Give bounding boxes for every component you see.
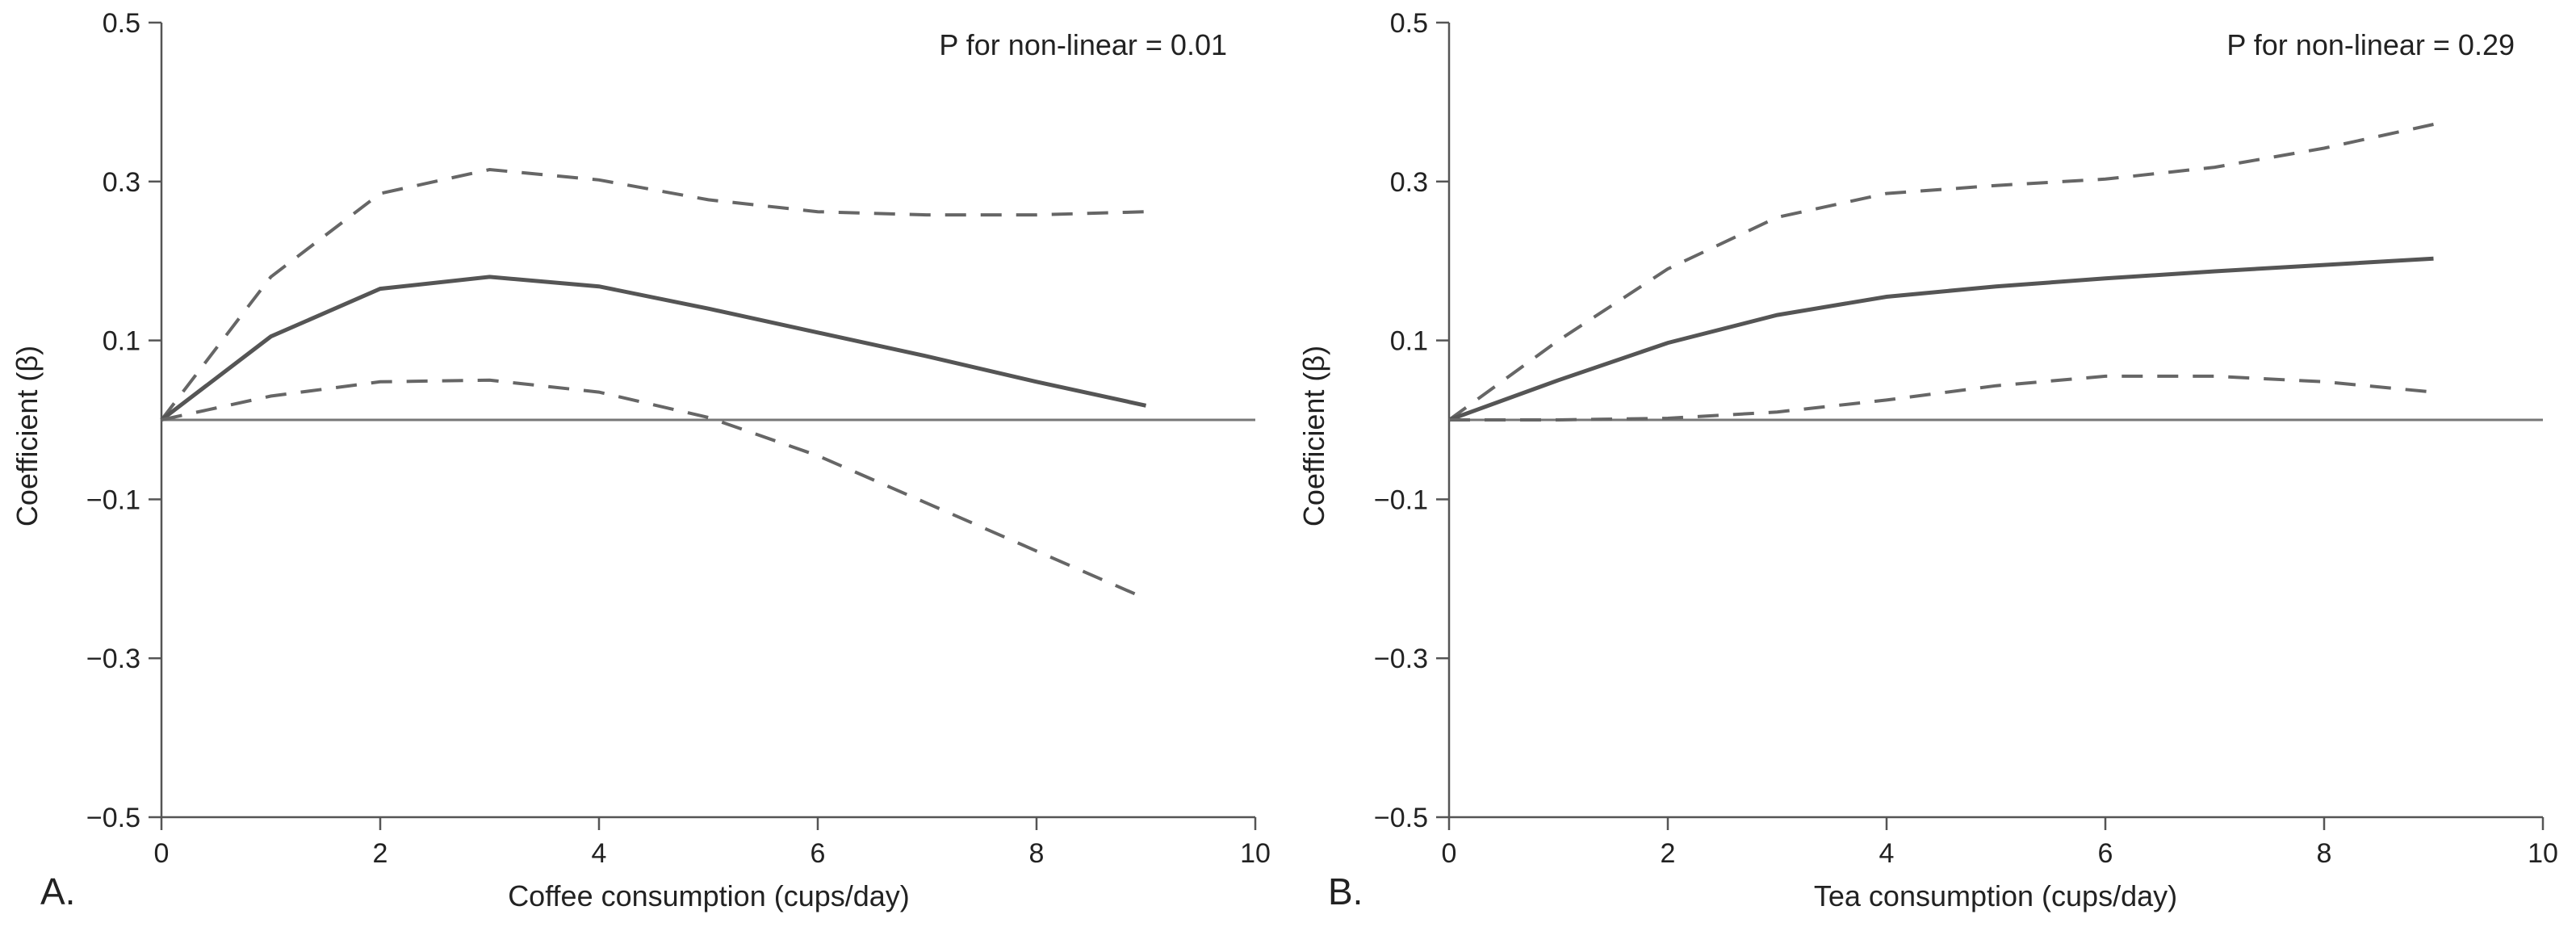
x-tick-label: 8 — [2317, 838, 2332, 869]
y-tick-label: −0.5 — [1374, 803, 1428, 833]
panel-label: A. — [40, 870, 75, 912]
series-upper-ci-line — [160, 167, 1146, 422]
y-tick-label: 0.5 — [1390, 8, 1428, 39]
chart-panel-b: −0.5 −0.3 −0.1 0.1 0.3 0.5 0 2 4 6 8 10 P for non-li… — [1297, 8, 2558, 912]
x-tick-label: 0 — [154, 838, 170, 869]
series-lower-ci-line — [161, 378, 1147, 601]
y-tick-label: 0.1 — [103, 326, 140, 357]
x-tick-label: 8 — [1029, 838, 1045, 869]
x-tick-label: 10 — [2528, 838, 2558, 869]
y-axis-title: Coefficient (β) — [1297, 346, 1330, 526]
x-tick-label: 4 — [1879, 838, 1895, 869]
x-tick-label: 6 — [810, 838, 826, 869]
series-upper-ci-line — [1447, 123, 2434, 422]
y-tick-label: −0.1 — [86, 484, 140, 515]
series-coefficient-line — [1448, 256, 2434, 422]
y-tick-label: −0.1 — [1374, 484, 1428, 515]
y-tick-label: −0.5 — [86, 803, 140, 833]
x-tick-label: 2 — [1661, 838, 1676, 869]
x-axis-title: Tea consumption (cups/day) — [1814, 879, 2177, 912]
x-tick-label: 6 — [2098, 838, 2113, 869]
y-tick-label: 0.5 — [103, 8, 140, 39]
p-value-annotation: P for non-linear = 0.29 — [2226, 28, 2515, 61]
x-axis-title: Coffee consumption (cups/day) — [508, 879, 910, 912]
chart-panel-a: −0.5 −0.3 −0.1 0.1 0.3 0.5 0 2 4 6 8 10 P for non-li… — [10, 8, 1271, 912]
y-tick-label: 0.1 — [1390, 326, 1428, 357]
p-value-annotation: P for non-linear = 0.01 — [939, 28, 1227, 61]
y-tick-label: −0.3 — [86, 644, 140, 674]
series-lower-ci-line — [1449, 374, 2434, 422]
x-tick-label: 0 — [1442, 838, 1457, 869]
y-tick-label: 0.3 — [1390, 167, 1428, 198]
x-tick-label: 4 — [592, 838, 607, 869]
y-tick-label: −0.3 — [1374, 644, 1428, 674]
x-tick-label: 10 — [1240, 838, 1271, 869]
panel-label: B. — [1328, 870, 1363, 912]
y-axis-title: Coefficient (β) — [10, 346, 44, 526]
series-coefficient-line — [160, 275, 1147, 422]
x-tick-label: 2 — [373, 838, 388, 869]
y-tick-label: 0.3 — [103, 167, 140, 198]
